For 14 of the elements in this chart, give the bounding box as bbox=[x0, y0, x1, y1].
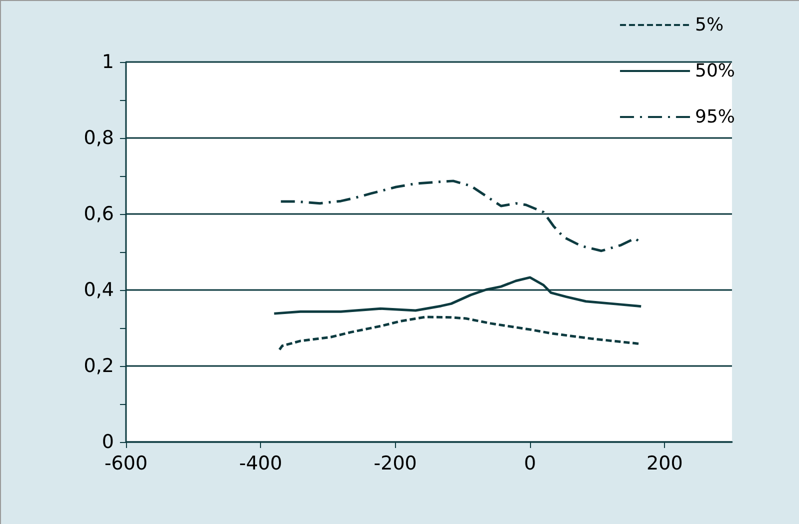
x-tick-label: -200 bbox=[374, 452, 417, 474]
x-tick-label: 200 bbox=[646, 452, 683, 474]
y-tick-label: 0 bbox=[102, 431, 114, 453]
y-tick-label: 1 bbox=[102, 51, 114, 73]
x-tick-label: -600 bbox=[104, 452, 148, 474]
y-tick-label: 0,4 bbox=[84, 279, 114, 301]
legend-label: 50% bbox=[694, 60, 736, 82]
y-tick-label: 0,6 bbox=[84, 203, 114, 225]
x-tick-label: 0 bbox=[524, 452, 536, 474]
y-tick-label: 0,2 bbox=[84, 355, 114, 377]
legend-label: 95% bbox=[694, 106, 736, 128]
legend-label: 5% bbox=[694, 14, 724, 36]
x-tick-label: -400 bbox=[239, 452, 282, 474]
y-tick-label: 0,8 bbox=[84, 127, 114, 149]
